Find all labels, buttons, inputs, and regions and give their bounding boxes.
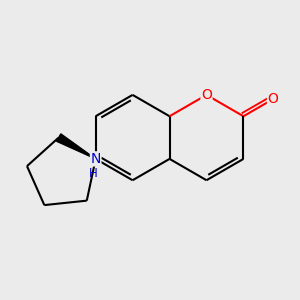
Text: N: N — [91, 152, 101, 166]
Text: H: H — [89, 167, 98, 180]
Text: O: O — [268, 92, 278, 106]
Text: O: O — [201, 88, 212, 102]
Polygon shape — [57, 134, 96, 159]
